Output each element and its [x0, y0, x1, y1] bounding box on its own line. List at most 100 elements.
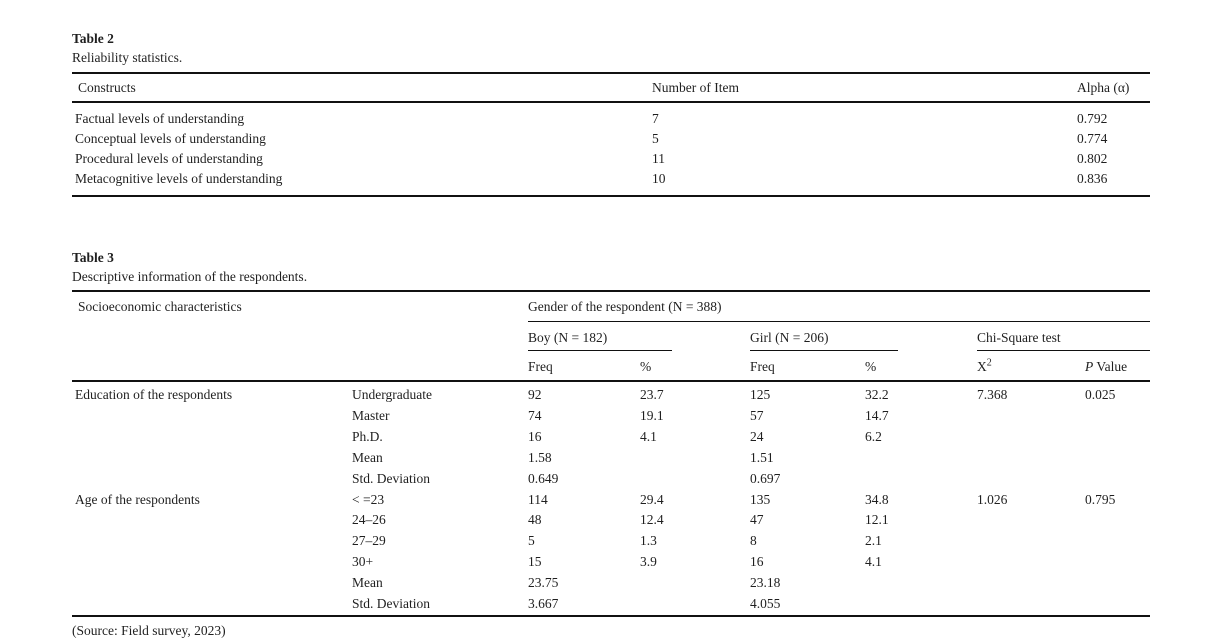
- table2-section: Table 2 Reliability statistics. Construc…: [72, 29, 1150, 197]
- table-row: 30+ 15 3.9 16 4.1: [72, 552, 1150, 573]
- table-cell: [72, 469, 352, 490]
- table-cell: [977, 594, 1085, 616]
- table-cell: 15: [528, 554, 542, 570]
- table-cell: 2.1: [865, 533, 882, 549]
- table-cell: [1085, 406, 1150, 427]
- table3-p-value-header: P Value: [1085, 353, 1151, 382]
- table-cell: 10: [652, 171, 666, 186]
- table-cell: 114: [528, 491, 548, 507]
- table2-col-constructs: Constructs: [72, 73, 652, 103]
- table3-boy-group-header: Boy (N = 182): [528, 322, 750, 354]
- table-cell: [72, 573, 352, 594]
- table-cell: 0.774: [1077, 131, 1108, 146]
- table-cell: Mean: [352, 449, 383, 465]
- x2-superscript: 2: [986, 357, 992, 368]
- table-cell: 0.697: [750, 470, 781, 486]
- table-cell: [865, 594, 977, 616]
- table-cell: 92: [528, 387, 542, 402]
- table-cell: 3.9: [640, 554, 657, 570]
- table-cell: 47: [750, 512, 764, 528]
- table-cell: 24: [750, 428, 764, 444]
- table-cell: 1.58: [528, 449, 552, 465]
- table-cell: 5: [652, 131, 659, 146]
- table-cell: 125: [750, 387, 771, 402]
- table-cell: [72, 594, 352, 616]
- table-cell: 34.8: [865, 491, 889, 507]
- table-cell: 24–26: [352, 512, 386, 528]
- table-cell: 27–29: [352, 533, 386, 549]
- table-row: Ph.D. 16 4.1 24 6.2: [72, 427, 1150, 448]
- table-cell: [1085, 510, 1150, 531]
- table-cell: 19.1: [640, 407, 664, 423]
- table-cell: 4.1: [640, 428, 657, 444]
- table-cell: 1.026: [977, 491, 1008, 507]
- p-italic: P: [1085, 358, 1094, 374]
- table-cell: [977, 552, 1085, 573]
- table-cell: [72, 531, 352, 552]
- table-cell: 0.802: [1077, 151, 1108, 166]
- table3-girl-freq-header: Freq: [750, 353, 865, 382]
- table-cell: [72, 427, 352, 448]
- table3: Socioeconomic characteristics Gender of …: [72, 290, 1151, 617]
- table-cell: 16: [528, 428, 542, 444]
- table-cell: Factual levels of understanding: [75, 111, 245, 126]
- table3-header-row-groups: Boy (N = 182) Girl (N = 206) Chi-Square …: [72, 322, 1151, 354]
- table-cell: [72, 510, 352, 531]
- table-cell: Conceptual levels of understanding: [75, 131, 266, 146]
- table-cell: [865, 573, 977, 594]
- table-cell: [977, 469, 1085, 490]
- table-cell: 74: [528, 407, 542, 423]
- table-cell: [1085, 427, 1150, 448]
- table-cell: 11: [652, 151, 665, 166]
- table-cell: 48: [528, 512, 542, 528]
- table-cell: 1.51: [750, 449, 774, 465]
- table-row: 27–29 5 1.3 8 2.1: [72, 531, 1150, 552]
- table-cell: [865, 448, 977, 469]
- table-cell: Age of the respondents: [75, 491, 200, 507]
- table-cell: 57: [750, 407, 764, 423]
- table-cell: [1085, 552, 1150, 573]
- table-cell: [72, 552, 352, 573]
- table2: Constructs Number of Item Alpha (α) Fact…: [72, 72, 1150, 197]
- table-cell: [977, 531, 1085, 552]
- table-cell: [977, 448, 1085, 469]
- table-cell: [1085, 594, 1150, 616]
- table-row: Master 74 19.1 57 14.7: [72, 406, 1150, 427]
- table-cell: 7: [652, 111, 659, 126]
- table-cell: 29.4: [640, 491, 664, 507]
- table-cell: 0.025: [1085, 387, 1116, 402]
- table-cell: [977, 573, 1085, 594]
- table-cell: 32.2: [865, 387, 889, 402]
- table-cell: Undergraduate: [352, 387, 432, 402]
- table-row: Std. Deviation 0.649 0.697: [72, 469, 1150, 490]
- table-cell: 135: [750, 491, 771, 507]
- source-note: (Source: Field survey, 2023): [72, 622, 226, 638]
- table-cell: Std. Deviation: [352, 470, 430, 486]
- table-row: Factual levels of understanding 7 0.792: [72, 102, 1150, 129]
- table-cell: [977, 406, 1085, 427]
- table2-caption: Reliability statistics.: [72, 50, 183, 65]
- table-cell: [1085, 469, 1150, 490]
- table-cell: [977, 427, 1085, 448]
- table-cell: [977, 510, 1085, 531]
- table3-girl-pct-header: %: [865, 353, 977, 382]
- table-cell: 23.7: [640, 387, 664, 402]
- table2-label: Table 2: [72, 31, 114, 46]
- table3-caption: Descriptive information of the responden…: [72, 269, 308, 284]
- table-cell: [72, 448, 352, 469]
- table-cell: 23.18: [750, 575, 781, 591]
- table-row: Education of the respondents Undergraduat…: [72, 381, 1150, 406]
- table-cell: Metacognitive levels of understanding: [75, 171, 283, 186]
- table-row: 24–26 48 12.4 47 12.1: [72, 510, 1150, 531]
- table-cell: 0.836: [1077, 171, 1108, 186]
- table-cell: Procedural levels of understanding: [75, 151, 263, 166]
- table3-boy-pct-header: %: [640, 353, 750, 382]
- table-row: Mean 1.58 1.51: [72, 448, 1150, 469]
- table-cell: 0.649: [528, 470, 559, 486]
- table-cell: 12.1: [865, 512, 889, 528]
- table-cell: 4.055: [750, 596, 781, 612]
- table-cell: 3.667: [528, 596, 559, 612]
- table3-header-row-gender: Socioeconomic characteristics Gender of …: [72, 291, 1151, 382]
- table-cell: 7.368: [977, 387, 1008, 402]
- table-cell: [865, 469, 977, 490]
